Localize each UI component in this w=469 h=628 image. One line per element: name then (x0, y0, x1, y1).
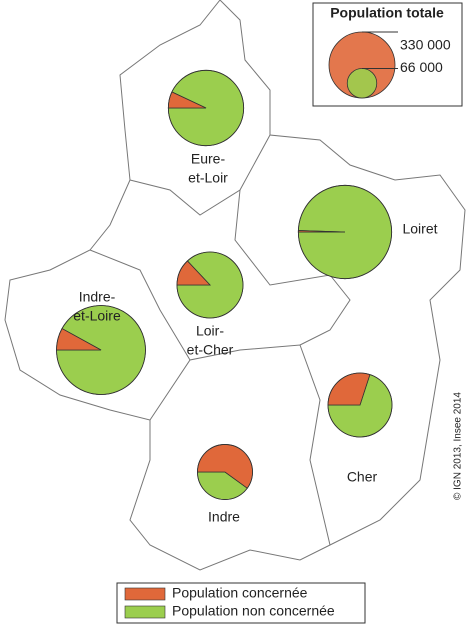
pie-outline (327, 372, 393, 438)
pie-outline (176, 251, 244, 319)
size-legend-label: 330 000 (400, 37, 451, 53)
department-label: Indre (208, 509, 240, 525)
pie-outline (167, 69, 245, 147)
department-label: et-Loire (73, 308, 121, 324)
department-border (129, 134, 271, 216)
legend-label: Population concernée (172, 585, 308, 601)
department-label: Loiret (402, 221, 437, 237)
pie-outline (56, 305, 146, 395)
size-legend-label: 66 000 (400, 59, 443, 75)
department-border (149, 344, 331, 546)
pie-outline (297, 184, 393, 280)
legend-title: Population totale (330, 5, 444, 21)
department-label: Eure- (191, 151, 226, 167)
department-label: Cher (347, 469, 378, 485)
legend-label: Population non concernée (172, 603, 335, 619)
department-label: Loir- (196, 323, 224, 339)
department-label: Indre- (79, 289, 116, 305)
legend-swatch (124, 587, 166, 601)
department-border (89, 249, 191, 361)
department-label: et-Cher (187, 342, 234, 358)
department-label: et-Loir (188, 170, 228, 186)
credit: © IGN 2013, Insee 2014 (453, 392, 464, 500)
size-legend-circle (346, 68, 378, 99)
region-outline (4, 0, 466, 571)
legend-swatch (124, 605, 166, 619)
pie-outline (197, 444, 253, 500)
